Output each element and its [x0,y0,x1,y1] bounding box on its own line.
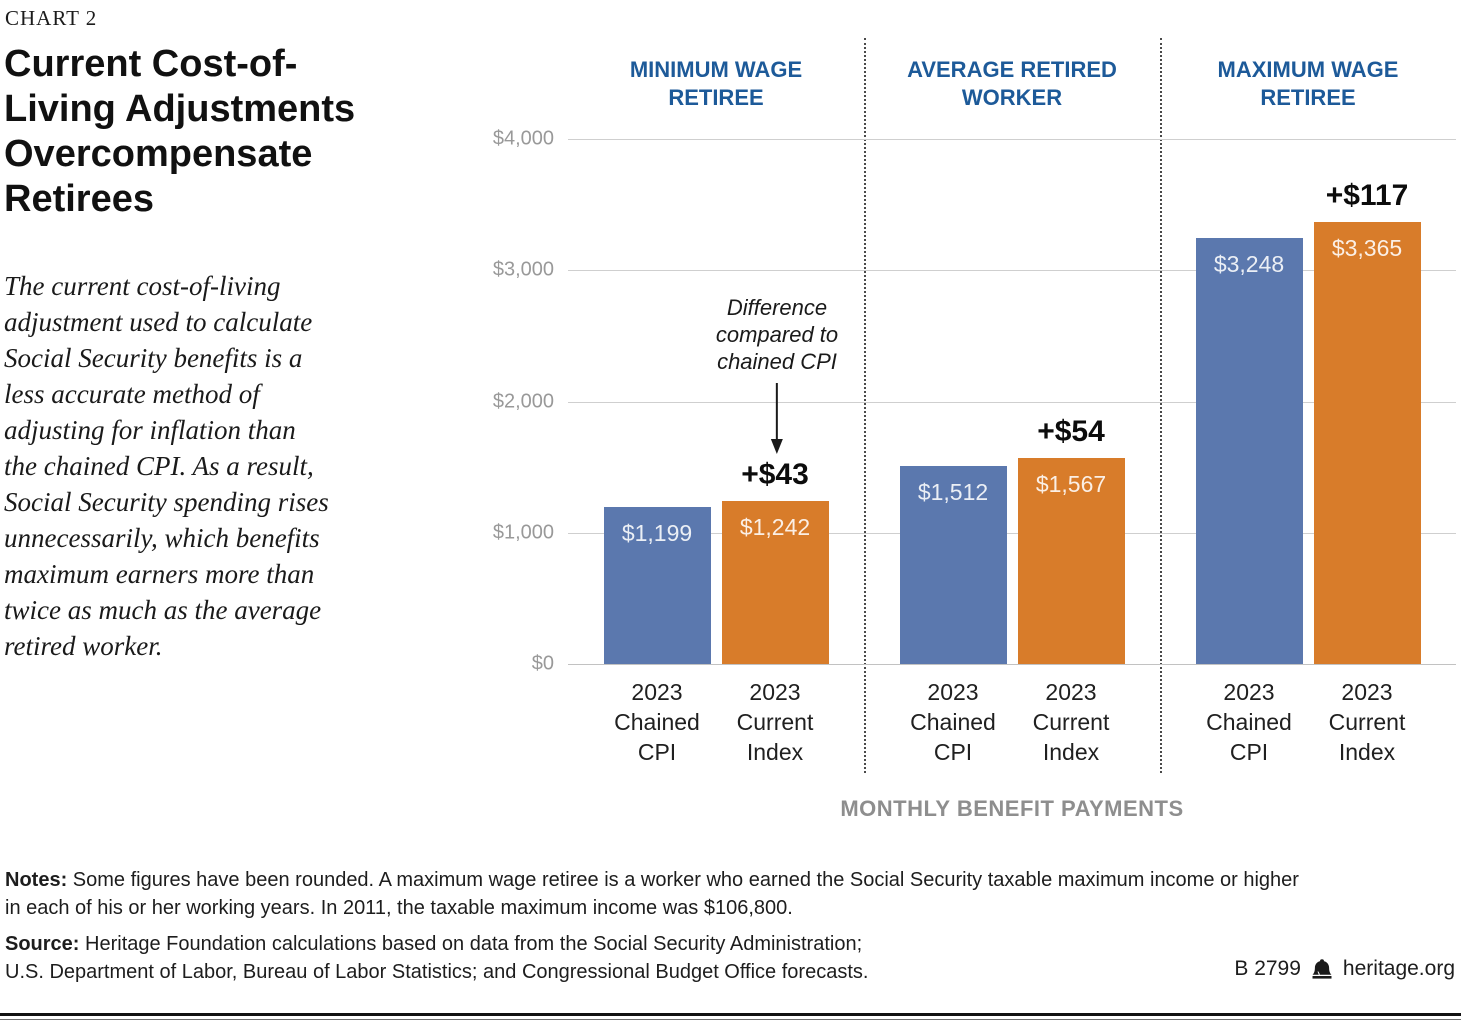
dotted-separator [864,38,866,773]
plot-area [568,139,1456,665]
difference-annotation: Difference compared to chained CPI [716,294,838,455]
group-header-average-retired: AVERAGE RETIRED WORKER [907,57,1117,110]
bar-current-index-minimum: $1,242 +$43 [721,458,829,664]
dotted-separator [1160,38,1162,773]
bar-group-average-retired: $1,512 2023 Chained CPI $1,567 +$54 2023… [864,139,1160,765]
difference-label: +$43 [741,458,809,491]
bar-value-label: $1,242 [739,514,811,540]
difference-label: +$54 [1037,415,1105,448]
footer-brand: B 2799 heritage.org [1234,957,1455,981]
bar-chained-cpi-maximum: $3,248 [1195,238,1303,664]
x-tick-label-chained-cpi: 2023 Chained CPI [614,679,700,765]
y-tick-label: $0 [531,652,554,675]
bar-value-label: $1,567 [1035,471,1107,497]
bar-column: $3,365 +$117 2023 Current Index [1313,139,1421,765]
x-axis-baseline [568,664,1456,665]
group-header-maximum-wage: MAXIMUM WAGE RETIREE [1217,57,1399,110]
bar-value-label: $1,199 [621,520,693,546]
chart-title: Current Cost-of- Living Adjustments Over… [4,43,356,220]
source-text: Source: Heritage Foundation calculations… [5,933,869,983]
notes-label: Notes: [5,869,68,891]
y-axis-labels: $4,000 $3,000 $2,000 $1,000 $0 [470,128,554,675]
bar-groups: $1,199 2023 Chained CPI $1,242 +$43 2023… [568,139,1456,765]
liberty-bell-icon [1312,959,1332,979]
bar-chained-cpi-average: $1,512 [899,466,1007,664]
bar-column: $1,512 2023 Chained CPI [899,139,1007,765]
bar-current-index-maximum: $3,365 +$117 [1313,179,1421,664]
source-label: Source: [5,933,80,955]
bottom-rule-thick [0,1013,1461,1016]
y-tick-label: $4,000 [492,127,554,150]
gridline [568,401,1456,403]
bar-value-label: $3,248 [1213,251,1285,277]
y-tick-label: $3,000 [492,258,554,281]
bar-value-label: $1,512 [917,479,989,505]
y-tick-label: $2,000 [492,390,554,412]
x-tick-label-chained-cpi: 2023 Chained CPI [910,679,996,765]
site-link[interactable]: heritage.org [1342,957,1455,980]
chart-description: The current cost-of-living adjustment us… [4,271,329,661]
bar-chained-cpi-minimum: $1,199 [603,507,711,664]
bottom-rule-thin [0,1019,1461,1020]
x-tick-label-current-index: 2023 Current Index [1328,679,1406,765]
bar-group-maximum-wage: $3,248 2023 Chained CPI $3,365 +$117 202… [1160,139,1456,765]
x-tick-label-current-index: 2023 Current Index [1032,679,1110,765]
bar-value-label: $3,365 [1331,235,1403,261]
bar-group-minimum-wage: $1,199 2023 Chained CPI $1,242 +$43 2023… [568,139,864,765]
report-id: B 2799 [1234,957,1301,980]
gridline [568,532,1456,534]
bar-chart: MINIMUM WAGE RETIREE AVERAGE RETIRED WOR… [470,0,1461,835]
bar-current-index-average: $1,567 +$54 [1017,415,1125,664]
chart-kicker: CHART 2 [5,6,98,30]
bar-column: $1,199 2023 Chained CPI [603,139,711,765]
group-headers: MINIMUM WAGE RETIREE AVERAGE RETIRED WOR… [568,56,1456,112]
group-header-minimum-wage: MINIMUM WAGE RETIREE [629,57,803,110]
notes-text: Notes: Some figures have been rounded. A… [5,869,1299,919]
y-tick-label: $1,000 [492,521,554,544]
gridline [568,270,1456,272]
difference-label: +$117 [1325,179,1409,212]
x-tick-label-chained-cpi: 2023 Chained CPI [1206,679,1292,765]
x-axis-title: MONTHLY BENEFIT PAYMENTS [840,796,1184,821]
annotation-text: Difference compared to chained CPI [715,295,839,374]
bar-column: $1,567 +$54 2023 Current Index [1017,139,1125,765]
gridline [568,139,1456,140]
bar-column: $1,242 +$43 2023 Current Index [721,139,829,765]
bar-column: $3,248 2023 Chained CPI [1195,139,1303,765]
x-tick-label-current-index: 2023 Current Index [736,679,814,765]
down-arrow-icon [770,383,783,454]
